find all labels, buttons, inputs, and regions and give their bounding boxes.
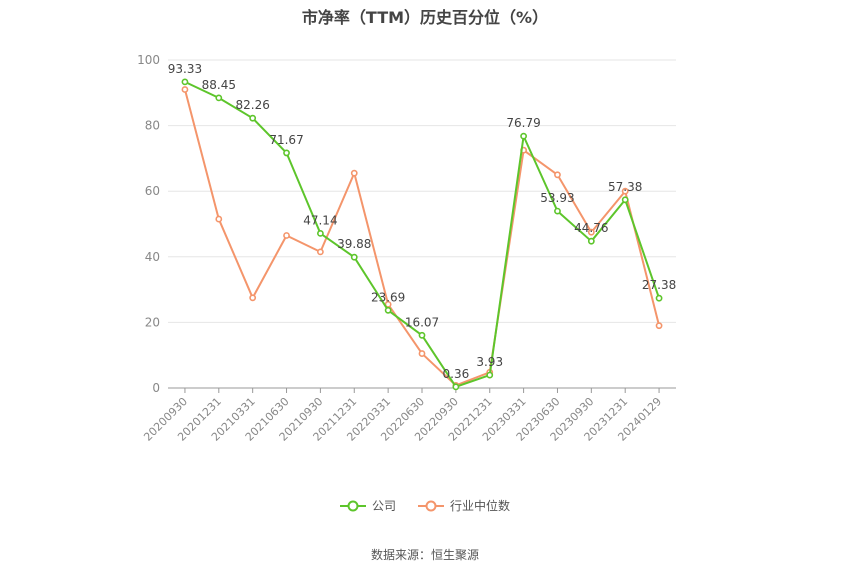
data-label-company: 47.14 [303, 213, 337, 227]
legend-item-industry-median[interactable]: 行业中位数 [418, 497, 510, 514]
y-tick-label: 100 [137, 53, 160, 67]
data-label-company: 82.26 [235, 98, 269, 112]
data-point-industry-median [316, 248, 324, 256]
data-point-industry-median [418, 350, 426, 357]
data-point-company [283, 149, 290, 157]
data-point-company [181, 78, 189, 86]
data-point-company [554, 207, 561, 215]
data-label-company: 3.93 [476, 355, 503, 369]
data-point-company [452, 383, 460, 391]
data-point-company [520, 132, 527, 140]
data-point-industry-median [249, 294, 257, 302]
data-point-industry-median [655, 322, 663, 330]
y-tick-label: 80 [145, 119, 160, 133]
data-point-industry-median [621, 187, 629, 195]
y-tick-label: 60 [145, 184, 160, 198]
data-point-industry-median [587, 228, 595, 236]
data-source: 数据来源：恒生聚源 [370, 548, 479, 562]
data-label-company: 57.38 [608, 180, 642, 194]
data-label-company: 23.69 [371, 290, 405, 304]
chart-title: 市净率（TTM）历史百分位（%） [301, 8, 549, 27]
data-point-company [587, 237, 595, 245]
data-point-industry-median [181, 86, 189, 93]
y-tick-label: 0 [152, 381, 160, 395]
data-point-company [316, 229, 324, 237]
legend-label-industry-median: 行业中位数 [450, 499, 511, 513]
data-point-company [486, 371, 494, 379]
data-point-company [215, 94, 223, 102]
data-point-company [655, 294, 663, 302]
data-label-company: 39.88 [337, 237, 371, 251]
data-label-company: 53.93 [540, 191, 574, 205]
data-label-company: 44.76 [574, 221, 608, 235]
data-label-company: 27.38 [642, 278, 676, 292]
legend-item-company[interactable]: 公司 [339, 497, 396, 514]
data-point-industry-median [215, 215, 223, 223]
y-tick-label: 40 [145, 250, 160, 264]
legend-label-company: 公司 [371, 499, 396, 513]
data-point-company [621, 196, 629, 204]
data-point-company [384, 306, 392, 314]
data-label-company: 88.45 [202, 78, 236, 92]
data-point-industry-median [283, 232, 290, 239]
data-label-company: 93.33 [168, 62, 202, 76]
data-label-company: 16.07 [405, 315, 439, 329]
legend-marker-industry-median [418, 500, 444, 511]
data-label-company: 71.67 [269, 133, 303, 147]
line-chart: 0204060801002020093020201231202103312021… [137, 53, 676, 444]
data-point-company [350, 253, 358, 261]
data-label-company: 76.79 [506, 116, 540, 130]
legend-marker-company [339, 500, 366, 511]
data-point-company [249, 114, 257, 122]
chart-legend: 公司 行业中位数 [0, 497, 850, 514]
data-label-company: 0.36 [443, 367, 470, 381]
data-point-industry-median [554, 171, 561, 179]
data-point-company [418, 331, 426, 339]
data-point-industry-median [350, 169, 358, 177]
y-tick-label: 20 [145, 315, 160, 329]
